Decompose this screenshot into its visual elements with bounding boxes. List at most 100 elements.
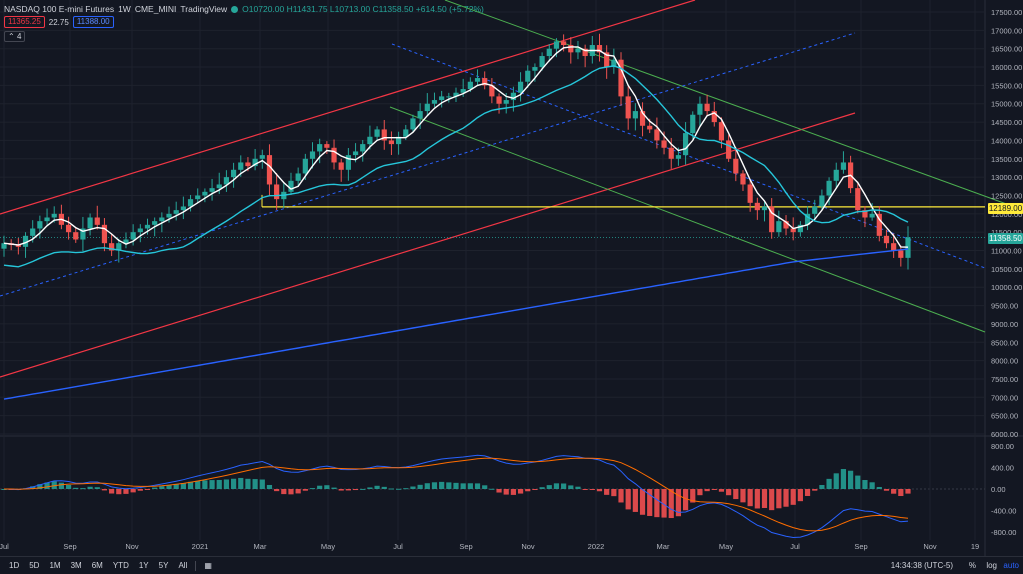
macd-histogram-bar (855, 475, 861, 489)
price-axis-label: 15500.00 (991, 81, 1022, 90)
candle-body (711, 111, 717, 123)
candle-body (790, 228, 796, 233)
range-button-1m[interactable]: 1M (49, 560, 61, 570)
macd-histogram-bar (561, 483, 567, 489)
range-button-5d[interactable]: 5D (29, 560, 40, 570)
macd-histogram-bar (65, 484, 72, 489)
candle-body (718, 122, 725, 141)
macd-histogram-bar (733, 489, 739, 500)
candle-body (367, 136, 373, 145)
macd-histogram-bar (144, 489, 151, 490)
macd-histogram-bar (489, 488, 495, 490)
range-button-5y[interactable]: 5Y (158, 560, 169, 570)
price-axis-label: 10000.00 (991, 283, 1022, 292)
candle-body (632, 111, 638, 119)
price-axis-label: 7000.00 (991, 393, 1018, 402)
candle-body (144, 224, 151, 229)
macd-histogram-bar (116, 489, 122, 495)
macd-histogram-bar (37, 484, 43, 489)
price-axis-label: 9000.00 (991, 320, 1018, 329)
red-channel-top (0, 0, 696, 215)
chevron-up-icon[interactable]: ⌃ 4 (4, 31, 26, 42)
macd-histogram-bar (905, 489, 911, 494)
macd-histogram-bar (704, 489, 710, 492)
candle-body (424, 103, 430, 112)
candle-body (288, 180, 294, 192)
source-label: TradingView (180, 4, 228, 14)
macd-histogram-bar (94, 487, 100, 489)
candle-body (417, 111, 423, 119)
macd-histogram-bar (876, 486, 882, 489)
macd-histogram-bar (618, 489, 624, 503)
range-button-ytd[interactable]: YTD (112, 560, 129, 570)
candle-body (338, 162, 344, 170)
candle-body (22, 235, 29, 247)
macd-histogram-bar (30, 486, 36, 489)
range-button-all[interactable]: All (178, 560, 188, 570)
log-toggle[interactable]: log (986, 561, 997, 570)
interval-label[interactable]: 1W (118, 4, 131, 14)
time-axis-label: Jul (0, 542, 9, 551)
candle-body (195, 195, 201, 200)
macd-histogram-bar (776, 489, 782, 509)
macd-histogram-bar (647, 489, 653, 516)
clock-readout[interactable]: 14:34:38 (UTC-5) (890, 561, 953, 570)
candle-body (439, 96, 445, 101)
candle-body (109, 243, 115, 251)
range-button-3m[interactable]: 3M (70, 560, 82, 570)
symbol-title[interactable]: NASDAQ 100 E-mini Futures (4, 4, 115, 14)
calendar-icon[interactable]: ▦ (204, 560, 212, 570)
macd-histogram-bar (180, 483, 186, 489)
candle-body (682, 133, 689, 156)
candle-body (690, 114, 696, 134)
candle-body (819, 195, 825, 207)
range-button-1d[interactable]: 1D (9, 560, 20, 570)
candle-body (87, 217, 93, 229)
candle-body (661, 140, 667, 148)
candle-body (704, 103, 710, 112)
macd-histogram-bar (453, 482, 459, 489)
macd-histogram-bar (187, 481, 194, 489)
candle-body (862, 210, 868, 218)
macd-histogram-bar (682, 489, 689, 511)
auto-toggle[interactable]: auto (1003, 561, 1019, 570)
macd-histogram-bar (324, 485, 330, 489)
candle-body (733, 158, 739, 174)
time-axis-label: Sep (459, 542, 472, 551)
candle-body (604, 52, 610, 68)
indicators-toggle[interactable]: ⌃ 4 (4, 31, 26, 42)
candle-body (826, 180, 832, 196)
candle-body (503, 100, 509, 104)
range-selector: 1D 5D 1M 3M 6M YTD 1Y 5Y All ▦ (0, 560, 217, 571)
macd-histogram-bar (381, 486, 387, 489)
macd-histogram-bar (374, 485, 380, 489)
time-axis-label: May (719, 542, 733, 551)
macd-histogram-bar (769, 489, 775, 511)
macd-histogram-bar (352, 489, 359, 491)
macd-histogram-bar (898, 489, 904, 497)
macd-histogram-bar (295, 489, 301, 494)
ask-button[interactable]: 11388.00 (72, 16, 114, 28)
candle-body (804, 213, 811, 225)
macd-histogram-bar (474, 483, 481, 489)
candle-body (596, 45, 603, 53)
range-button-6m[interactable]: 6M (91, 560, 103, 570)
candle-body (381, 129, 387, 141)
range-button-1y[interactable]: 1Y (138, 560, 149, 570)
macd-histogram-bar (812, 489, 818, 491)
candle-body (360, 144, 366, 152)
candle-body (331, 147, 337, 163)
macd-histogram-bar (883, 489, 890, 491)
macd-axis-label: -400.00 (991, 506, 1016, 515)
macd-histogram-bar (496, 489, 502, 493)
bid-button[interactable]: 11365.25 (4, 16, 45, 28)
candle-body (309, 151, 316, 159)
candle-body (259, 155, 265, 159)
macd-histogram-bar (388, 488, 395, 490)
candle-body (245, 162, 251, 167)
candle-body (116, 243, 122, 251)
percent-toggle[interactable]: % (968, 561, 976, 570)
macd-line (3, 454, 909, 539)
candle-body (374, 129, 380, 137)
